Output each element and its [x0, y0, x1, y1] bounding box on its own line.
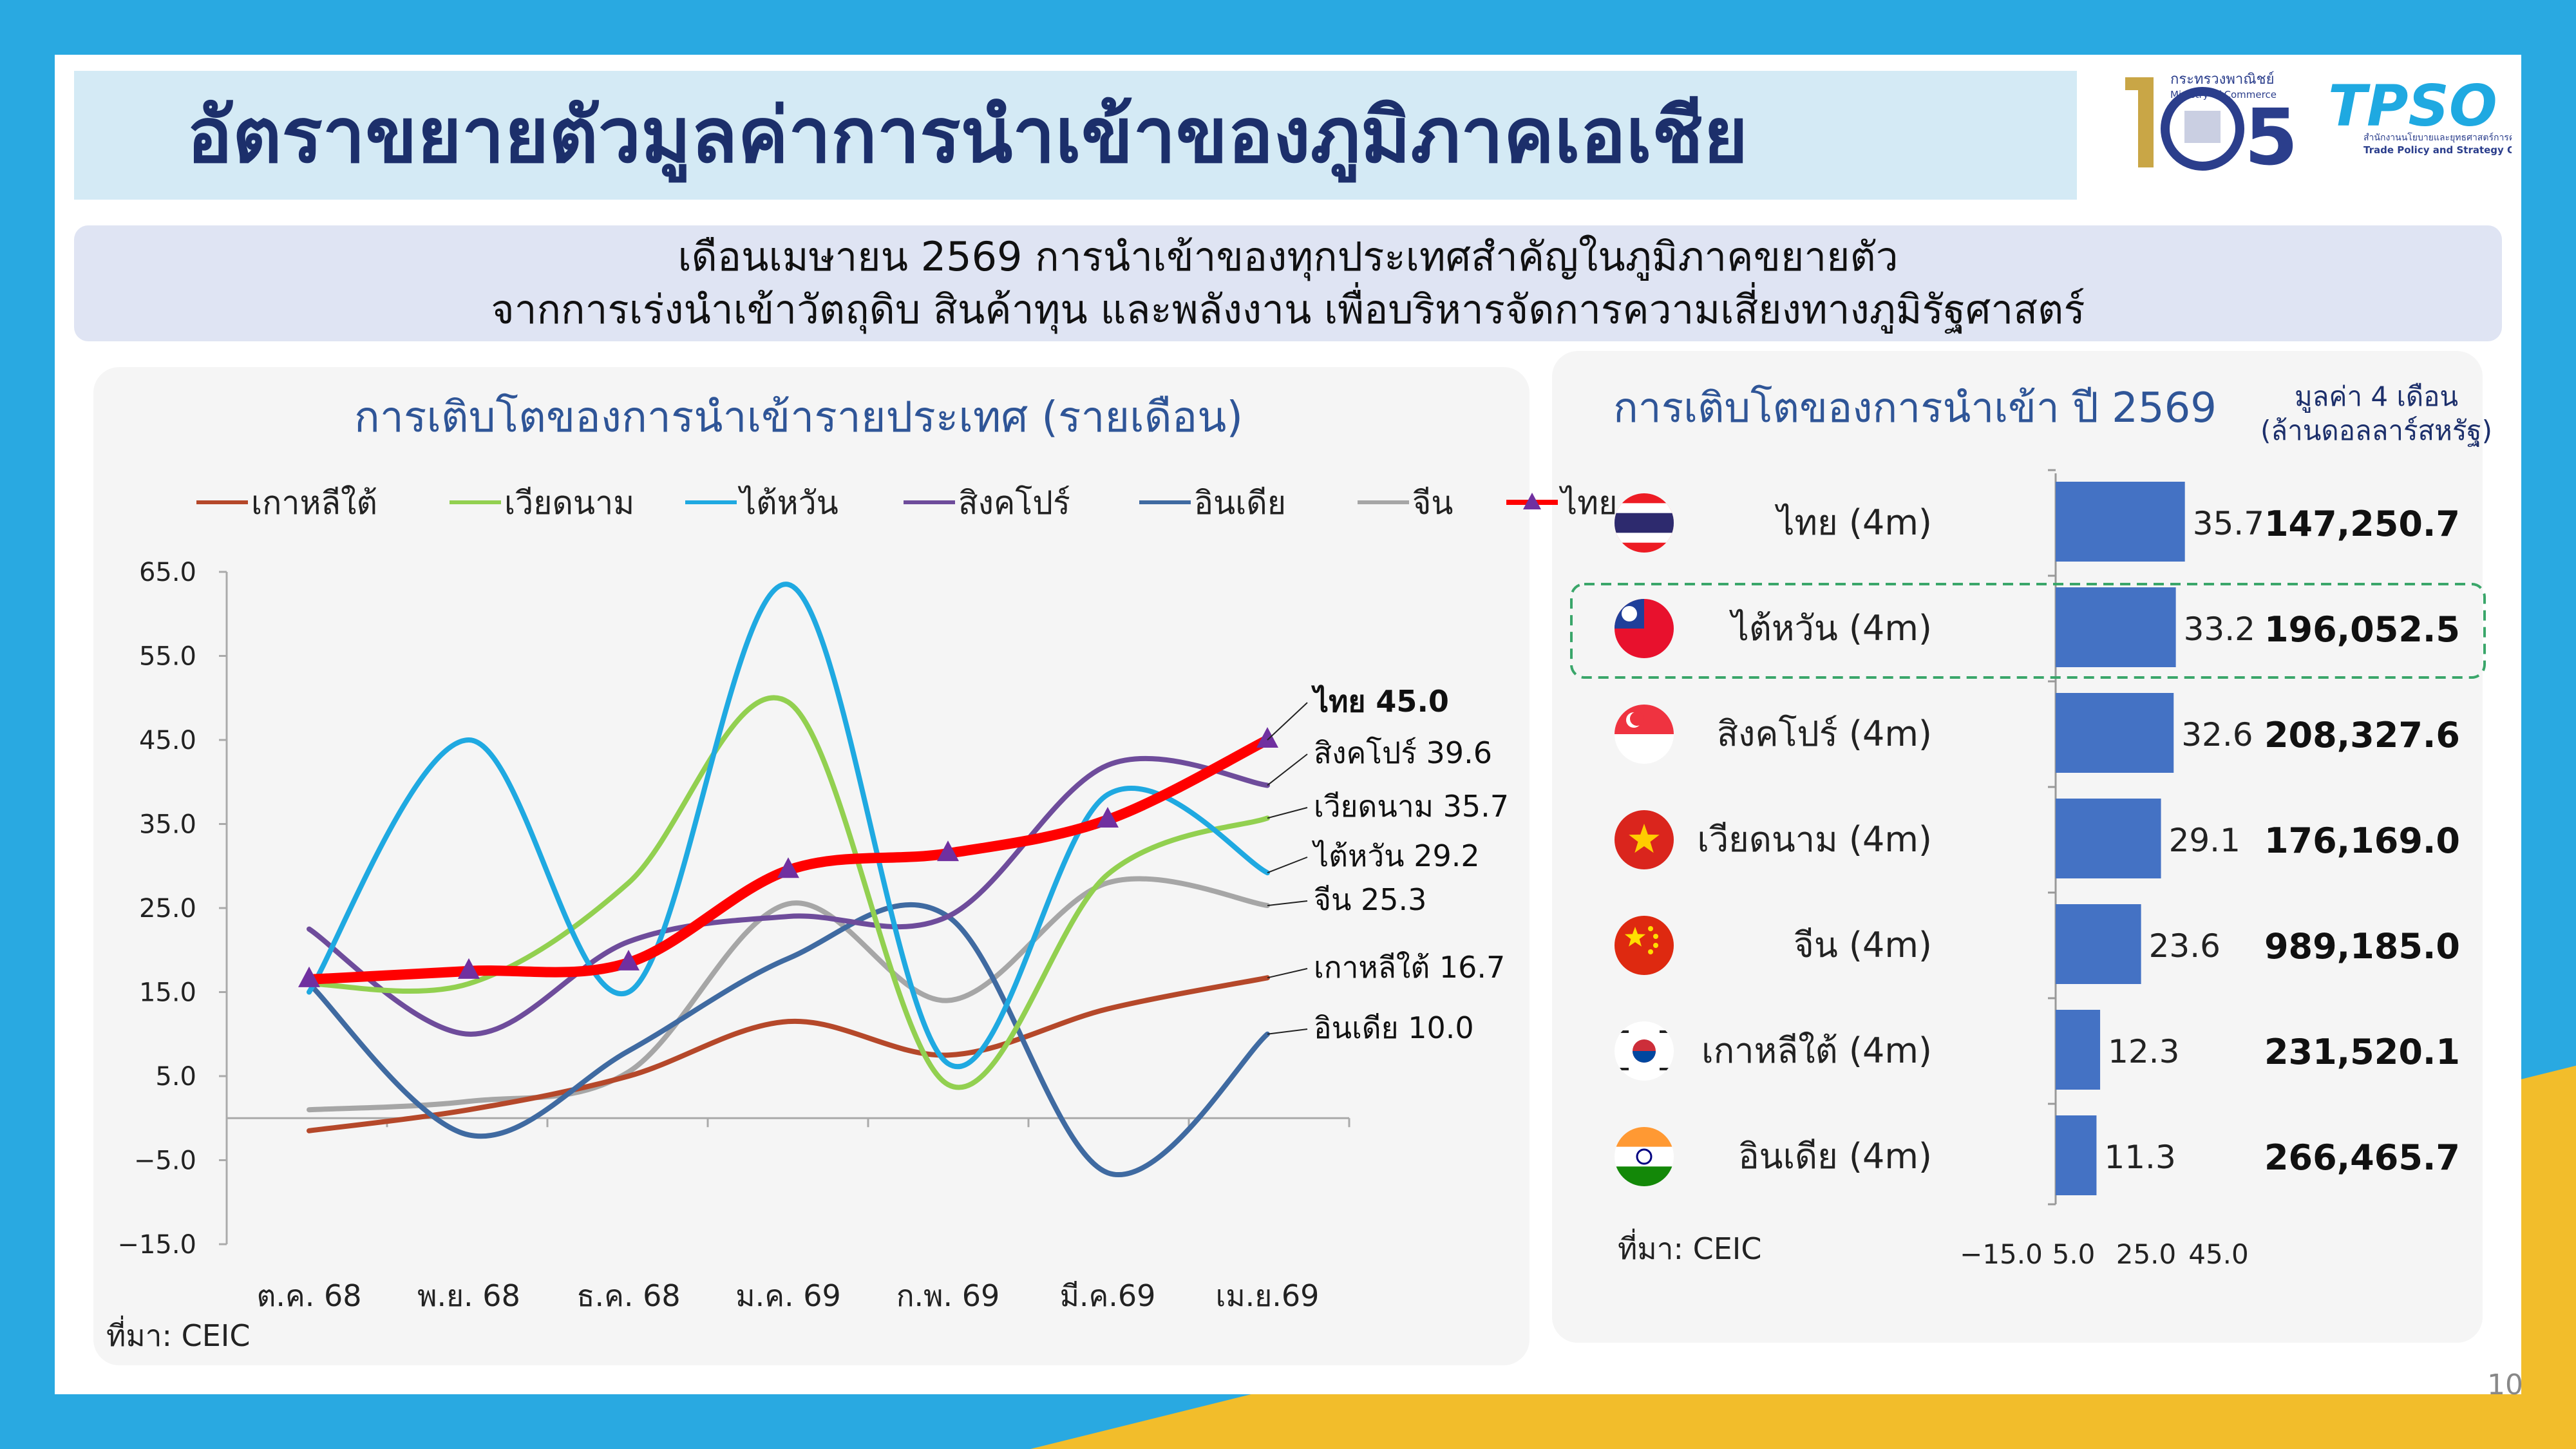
- end-label-leader: [1267, 968, 1308, 979]
- x-tick-label: พ.ย. 68: [417, 1278, 520, 1313]
- thai-data-point: [937, 840, 959, 862]
- series-line-taiwan: [307, 582, 1270, 1069]
- summary-line-1: เดือนเมษายน 2569 การนำเข้าของทุกประเทศสำ…: [677, 233, 1899, 280]
- x-tick-label: ธ.ค. 68: [576, 1278, 680, 1313]
- end-label-taiwan: ไต้หวัน 29.2: [1311, 838, 1480, 873]
- logo-moc-thai: กระทรวงพาณิชย์: [2170, 71, 2274, 88]
- thai-data-point: [618, 949, 639, 971]
- legend-label-korea: เกาหลีใต้: [251, 484, 377, 522]
- y-tick-label: 55.0: [139, 642, 196, 672]
- legend-label-taiwan: ไต้หวัน: [737, 484, 838, 522]
- series-line-singapore: [307, 755, 1270, 1037]
- thai-data-point: [777, 857, 799, 878]
- y-tick-label: 15.0: [139, 978, 196, 1008]
- title-banner: [74, 71, 2077, 200]
- series-line-india: [307, 902, 1270, 1177]
- end-label-china: จีน 25.3: [1314, 882, 1426, 917]
- page-number: 10: [2487, 1368, 2523, 1401]
- bar-chart-panel: [1552, 351, 2483, 1343]
- logo-five: 5: [2244, 93, 2298, 174]
- logo-emblem: [2184, 111, 2221, 143]
- logo-zero-ring: [2161, 87, 2244, 171]
- logo-tpso-english: Trade Policy and Strategy Office: [2363, 144, 2512, 156]
- end-label-vietnam: เวียดนาม 35.7: [1314, 789, 1509, 824]
- series-line-korea: [307, 975, 1270, 1133]
- thai-data-point: [1256, 727, 1278, 748]
- legend-label-china: จีน: [1412, 484, 1453, 522]
- end-label-leader: [1267, 1028, 1308, 1035]
- moc-105-logo: 5 กระทรวงพาณิชย์ Ministry of Commerce: [2125, 71, 2298, 174]
- y-tick-label: 5.0: [155, 1062, 196, 1092]
- thai-data-point: [458, 958, 480, 979]
- y-tick-label: −15.0: [117, 1230, 196, 1260]
- x-tick-label: ต.ค. 68: [256, 1278, 361, 1313]
- line-chart-source: ที่มา: CEIC: [106, 1315, 250, 1353]
- summary-line-2: จากการเร่งนำเข้าวัตถุดิบ สินค้าทุน และพล…: [491, 286, 2085, 333]
- end-label-leader: [1267, 807, 1308, 819]
- logo-moc-english: Ministry of Commerce: [2170, 89, 2277, 100]
- legend-marker-thai: [1523, 493, 1541, 509]
- y-tick-label: 25.0: [139, 894, 196, 923]
- y-tick-label: 45.0: [139, 726, 196, 755]
- end-label-india: อินเดีย 10.0: [1314, 1010, 1474, 1045]
- end-label-leader: [1267, 900, 1308, 907]
- end-label-thai: ไทย 45.0: [1311, 684, 1449, 719]
- legend-label-thai: ไทย: [1558, 484, 1617, 522]
- end-label-leader: [1267, 753, 1308, 786]
- legend-label-india: อินเดีย: [1194, 484, 1286, 522]
- line-chart-title: การเติบโตของการนำเข้ารายประเทศ (รายเดือน…: [354, 392, 1243, 442]
- legend-label-vietnam: เวียดนาม: [504, 484, 634, 522]
- logo-tpso-thai: สำนักงานนโยบายและยุทธศาสตร์การค้า: [2363, 132, 2512, 143]
- x-tick-label: มี.ค.69: [1060, 1278, 1156, 1313]
- page-title: อัตราขยายตัวมูลค่าการนำเข้าของภูมิภาคเอเ…: [187, 91, 1748, 180]
- x-tick-label: ก.พ. 69: [896, 1278, 1000, 1313]
- legend-label-singapore: สิงคโปร์: [958, 484, 1070, 522]
- end-label-singapore: สิงคโปร์ 39.6: [1314, 735, 1492, 770]
- series-line-china: [307, 876, 1270, 1113]
- summary-box: เดือนเมษายน 2569 การนำเข้าของทุกประเทศสำ…: [74, 225, 2502, 341]
- end-label-korea: เกาหลีใต้ 16.7: [1314, 950, 1505, 985]
- y-tick-label: −5.0: [134, 1146, 196, 1176]
- thai-data-point: [298, 966, 320, 987]
- x-tick-label: ม.ค. 69: [735, 1278, 841, 1313]
- logo-tpso-wordmark: TPSO: [2328, 73, 2497, 139]
- logo-one-cap: [2125, 77, 2151, 90]
- y-tick-label: 65.0: [139, 558, 196, 587]
- end-label-leader: [1267, 857, 1308, 874]
- thai-data-point: [1097, 806, 1119, 828]
- end-label-leader: [1267, 702, 1308, 741]
- tpso-logo: TPSO สำนักงานนโยบายและยุทธศาสตร์การค้า T…: [2328, 73, 2512, 156]
- y-tick-label: 35.0: [139, 810, 196, 840]
- x-tick-label: เม.ย.69: [1216, 1278, 1320, 1313]
- logo-one-bar: [2138, 77, 2154, 167]
